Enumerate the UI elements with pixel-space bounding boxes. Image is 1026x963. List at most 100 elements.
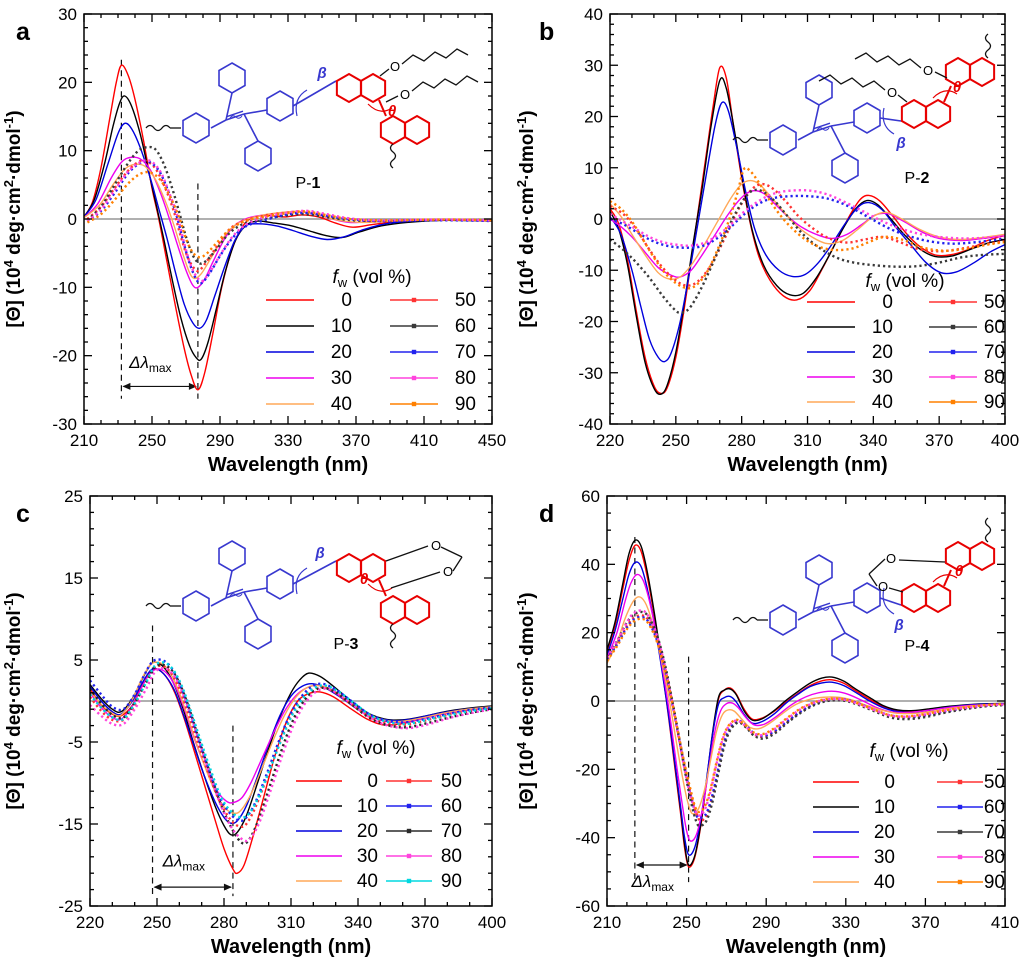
legend-label-fw-0: 0: [341, 290, 352, 311]
series-fw-60: [90, 658, 492, 823]
legend-label-fw-50: 50: [455, 290, 476, 311]
x-tick-label: 330: [274, 431, 302, 450]
series-group: [90, 658, 492, 875]
series-fw-90: [90, 661, 492, 819]
polymer-squiggle: [145, 124, 171, 132]
naphthalene-ring: [924, 582, 952, 614]
arrowhead: [635, 861, 644, 869]
legend-marker: [411, 349, 417, 355]
naphthalene-ring: [403, 594, 431, 626]
bond: [225, 92, 233, 121]
y-tick-label: -30: [52, 415, 77, 434]
legend-label-fw-0: 0: [884, 772, 895, 793]
panel-d-chart: Δλmax 210 250 290 330 370 410 60 40 20 0 -20 -40 -60 W…: [514, 487, 1019, 958]
series-fw-10: [607, 539, 1005, 867]
theta-label: θ: [955, 563, 964, 580]
bond: [812, 584, 820, 613]
y-axis-title: [Θ] (104 deg·cm2·dmol-1): [514, 592, 538, 809]
series-fw-90: [610, 166, 1005, 290]
legend-label-fw-70: 70: [441, 821, 462, 842]
x-tick-label: 310: [793, 431, 821, 450]
legend-marker: [411, 297, 417, 303]
legend-label-fw-60: 60: [455, 316, 476, 337]
bond: [210, 597, 227, 607]
series-group: [607, 539, 1005, 868]
arrowhead: [153, 883, 162, 891]
naphthalene-ring: [335, 72, 363, 104]
bond: [943, 85, 952, 103]
x-axis-title: Wavelength (nm): [727, 454, 887, 476]
hexyl-chain: [854, 52, 922, 69]
legend-marker: [957, 804, 963, 810]
y-axis-title: [Θ] (104 deg·cm2·dmol-1): [1, 110, 25, 327]
y-tick-label: -20: [578, 313, 603, 332]
x-axis-title: Wavelength (nm): [726, 936, 886, 958]
series-fw-0: [84, 64, 492, 391]
y-axis-title: [Θ] (104 deg·cm2·dmol-1): [514, 110, 538, 327]
x-tick-label: 370: [342, 431, 370, 450]
x-tick-label: 280: [210, 913, 238, 932]
panel-letter: d: [539, 500, 554, 528]
panel-a-chart: Δλmax 210 250 290 330 370 410 450 30 20 10 0 -10 -20 -…: [1, 5, 506, 476]
x-tick-label: 310: [277, 913, 305, 932]
theta-label: θ: [388, 103, 397, 120]
legend: fw (vol %) 0 10 20 30 40 50 60 70 80 90: [813, 741, 1005, 893]
x-tick-label: 290: [752, 913, 780, 932]
oxygen-label: O: [400, 87, 410, 102]
legend-marker: [950, 324, 956, 330]
legend-label-fw-30: 30: [872, 367, 893, 388]
legend-marker: [406, 853, 412, 859]
legend-label-fw-40: 40: [872, 392, 893, 413]
legend-label-fw-50: 50: [441, 771, 462, 792]
legend-label-fw-60: 60: [984, 317, 1005, 338]
delta-lambda-annotation: Δλmax: [631, 537, 690, 894]
y-tick-label: -40: [575, 829, 600, 848]
x-tick-label: 400: [991, 431, 1019, 450]
polymer-name: P-4: [905, 638, 930, 655]
bond: [378, 579, 387, 597]
y-tick-label: -5: [68, 733, 83, 752]
legend-label-fw-0: 0: [882, 292, 893, 313]
bond: [888, 587, 904, 593]
legend-label-fw-70: 70: [455, 342, 476, 363]
delta-lambda-label: Δλmax: [631, 872, 674, 894]
legend-label-fw-30: 30: [874, 847, 895, 868]
x-tick-label: 220: [76, 913, 104, 932]
series-fw-10: [610, 77, 1005, 396]
y-tick-label: 30: [58, 5, 77, 24]
phenylene-ring: [769, 604, 797, 636]
legend-label-fw-70: 70: [984, 342, 1005, 363]
bond: [378, 99, 387, 117]
x-tick-label: 370: [925, 431, 953, 450]
y-axis-title: [Θ] (104 deg·cm2·dmol-1): [1, 592, 25, 809]
theta-arrow: [367, 583, 393, 592]
delta-lambda-annotation: Δλmax: [120, 59, 199, 399]
bond: [934, 71, 948, 79]
x-tick-label: 250: [138, 431, 166, 450]
axis-ticks: [83, 13, 493, 425]
y-tick-label: -15: [58, 815, 83, 834]
polymer-squiggle: [389, 623, 397, 649]
series-fw-40: [90, 661, 492, 815]
legend-label-fw-60: 60: [984, 797, 1005, 818]
panel-letter: b: [539, 18, 554, 46]
oxygen-label: O: [923, 63, 933, 78]
legend-marker: [950, 299, 956, 305]
bond: [812, 605, 832, 613]
arrowhead: [122, 382, 131, 390]
legend-label-fw-20: 20: [872, 342, 893, 363]
panel-letter: c: [16, 500, 30, 528]
x-tick-label: 410: [991, 913, 1019, 932]
theta-label: θ: [360, 571, 369, 588]
hexyl-chain: [411, 75, 479, 92]
bond: [292, 560, 337, 585]
y-tick-label: -25: [58, 897, 83, 916]
beta-arrow: [882, 107, 895, 135]
polymer-name: P-1: [296, 175, 321, 192]
x-tick-label: 330: [832, 913, 860, 932]
phenyl-ring: [218, 540, 246, 572]
phenyl-ring: [244, 140, 272, 172]
panel-b-chart: 220 250 280 310 340 370 400403020100-10-20-30-…: [514, 5, 1019, 476]
theta-label: θ: [953, 79, 962, 96]
theta-arrow: [932, 90, 958, 99]
